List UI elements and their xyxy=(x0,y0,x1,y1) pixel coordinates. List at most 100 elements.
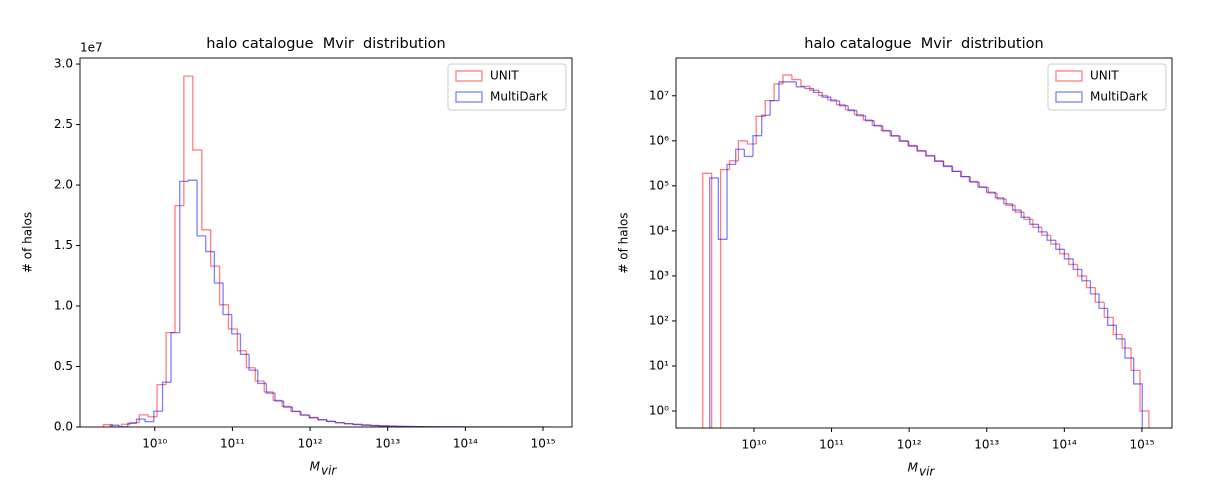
histogram-step xyxy=(360,424,371,426)
histogram-step xyxy=(977,181,987,188)
histogram-step xyxy=(1037,224,1048,233)
y-tick-label: 10⁶ xyxy=(649,133,669,147)
histogram-step xyxy=(1023,212,1033,221)
y-tick-label: 3.0 xyxy=(54,57,73,71)
chart-title: halo catalogue Mvir distribution xyxy=(206,36,445,52)
histogram-step xyxy=(933,156,944,162)
chart-panel: 10¹⁰ 10¹¹ 10¹² 10¹³ 10¹⁴ 10¹⁵ 10⁰ 10¹ 10² 10³ 10⁴ 1… xyxy=(617,36,1173,479)
histogram-step xyxy=(1139,370,1150,428)
y-tick-label: 10⁴ xyxy=(649,223,669,237)
histogram-step xyxy=(1063,249,1074,260)
histogram-step xyxy=(352,423,362,426)
histogram-step xyxy=(853,109,864,116)
histogram-step xyxy=(192,76,202,151)
histogram-step xyxy=(1130,348,1140,372)
histogram-step xyxy=(728,160,739,170)
histogram-step xyxy=(1046,231,1056,241)
histogram-step xyxy=(1098,293,1108,310)
histogram-step xyxy=(916,145,926,152)
histogram-step xyxy=(996,193,1007,200)
histogram-step xyxy=(1115,325,1125,340)
histogram-step xyxy=(274,393,284,402)
histogram-step xyxy=(265,383,276,394)
histogram-step xyxy=(821,92,831,98)
plot-area xyxy=(702,74,1150,428)
histogram-step xyxy=(934,155,944,162)
y-offset-label: 1e7 xyxy=(80,41,103,55)
histogram-step xyxy=(795,81,805,88)
histogram-step xyxy=(1085,275,1096,289)
histogram-step xyxy=(987,187,998,194)
histogram-step xyxy=(183,75,193,206)
x-tick-label: 10¹² xyxy=(298,437,323,451)
histogram-step xyxy=(205,235,215,253)
histogram-step xyxy=(179,180,189,333)
x-axis-label-subscript: vir xyxy=(919,465,935,479)
histogram-step xyxy=(943,160,953,167)
legend-box xyxy=(447,63,567,111)
x-tick-label: 10¹⁰ xyxy=(741,438,766,452)
histogram-step xyxy=(1014,205,1024,213)
chart-title: halo catalogue Mvir distribution xyxy=(804,36,1043,52)
histogram-step xyxy=(1029,217,1039,225)
histogram-step xyxy=(755,115,766,144)
histogram-step xyxy=(969,176,980,183)
legend-swatch xyxy=(455,70,483,82)
y-tick-label: 10⁰ xyxy=(649,404,669,418)
x-tick-label: 10¹¹ xyxy=(220,437,245,451)
histogram-step xyxy=(812,88,823,94)
y-tick-label: 1.0 xyxy=(54,299,73,313)
histogram-step xyxy=(746,140,757,145)
histogram-step xyxy=(856,110,866,117)
histogram-step xyxy=(791,74,801,81)
histogram-step xyxy=(719,168,730,428)
histogram-step xyxy=(1112,317,1123,336)
histogram-step xyxy=(838,100,849,107)
histogram-step xyxy=(135,418,146,424)
histogram-step xyxy=(782,74,792,84)
y-tick-label: 2.5 xyxy=(54,117,73,131)
histogram-step xyxy=(942,161,952,168)
histogram-step xyxy=(951,165,962,172)
x-tick-label: 10¹¹ xyxy=(819,438,844,452)
histogram-step xyxy=(257,370,267,385)
histogram-step xyxy=(908,141,918,147)
histogram-step xyxy=(201,149,211,231)
histogram-step xyxy=(925,151,935,157)
histogram-step xyxy=(291,407,301,413)
y-tick-label: 0.5 xyxy=(54,359,73,373)
histogram-step xyxy=(248,354,258,371)
histogram-step xyxy=(769,99,779,116)
histogram-step xyxy=(899,135,909,142)
histogram-step xyxy=(882,125,892,132)
histogram-step xyxy=(138,414,149,423)
legend-swatch xyxy=(455,91,483,103)
histogram-step xyxy=(187,179,198,182)
histogram-step xyxy=(773,83,784,101)
y-tick-label: 10¹ xyxy=(649,358,669,372)
y-tick-label: 2.0 xyxy=(54,178,73,192)
histogram-step xyxy=(239,333,250,356)
x-axis-label: M xyxy=(908,461,919,475)
x-axis-label: M xyxy=(310,460,321,474)
histogram-step xyxy=(925,150,935,157)
histogram-step xyxy=(960,171,971,178)
axes-frame xyxy=(79,57,573,428)
legend: UNIT MultiDark xyxy=(1047,63,1167,111)
histogram-step xyxy=(1089,280,1100,295)
histogram-step xyxy=(809,86,819,91)
histogram-step xyxy=(174,204,184,333)
y-axis-label: # of halos xyxy=(21,212,35,273)
histogram-step xyxy=(717,177,728,240)
histogram-step xyxy=(222,283,232,316)
histogram-step xyxy=(1081,269,1091,282)
y-tick-label: 10⁵ xyxy=(649,178,669,192)
histogram-step xyxy=(1050,235,1060,245)
legend-swatch xyxy=(1055,91,1083,103)
histogram-step xyxy=(1020,210,1030,218)
histogram-step xyxy=(213,251,224,284)
legend-label: UNIT xyxy=(490,69,519,83)
histogram-step xyxy=(147,414,158,418)
histogram-step xyxy=(1124,338,1134,359)
histogram-step xyxy=(102,424,113,427)
